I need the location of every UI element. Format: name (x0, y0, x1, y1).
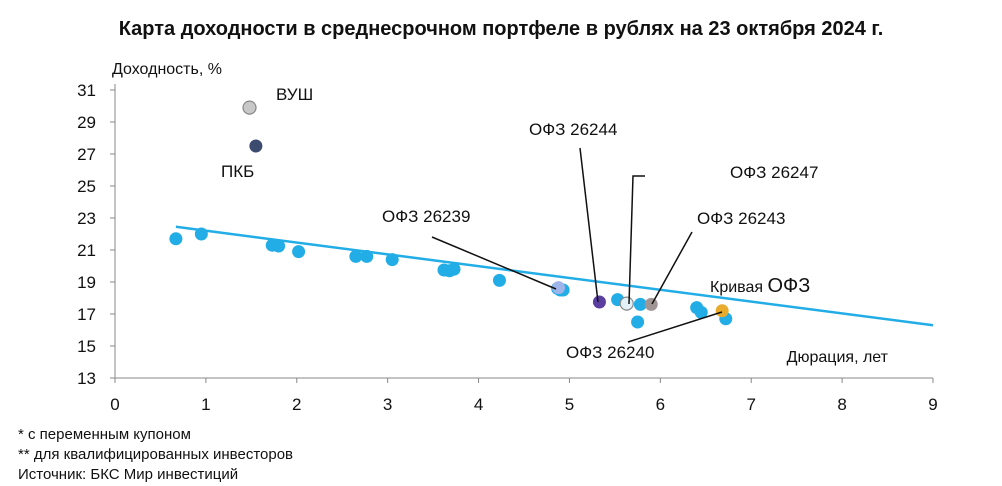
y-tick-label: 13 (77, 369, 96, 388)
ofz-data-point (349, 249, 363, 263)
callout-leader-ofz-26247 (628, 175, 645, 305)
chart-title: Карта доходности в среднесрочном портфел… (118, 18, 884, 40)
ofz-data-point (447, 262, 461, 276)
callout-label-ofz-26247: ОФЗ 26247 (730, 163, 818, 182)
ofz-data-point (631, 315, 645, 329)
y-tick-label: 23 (77, 209, 96, 228)
x-tick-label: 1 (201, 395, 210, 414)
y-tick-label: 31 (77, 81, 96, 100)
y-tick-label: 19 (77, 273, 96, 292)
callout-label-ofz-26244: ОФЗ 26244 (529, 120, 617, 139)
highlight-point-ofz-26243 (644, 297, 658, 311)
highlight-point-ofz-26239 (552, 281, 566, 295)
callout-leader-ofz-26244 (579, 147, 599, 303)
y-tick-label: 29 (77, 113, 96, 132)
callout-label-pkb: ПКБ (221, 162, 254, 181)
callout-leader-ofz-26239 (431, 236, 557, 290)
y-tick-label: 15 (77, 337, 96, 356)
footnote-source: Источник: БКС Мир инвестиций (18, 466, 239, 483)
y-tick-label: 17 (77, 305, 96, 324)
ofz-yield-curve (175, 225, 934, 327)
ofz-data-point (194, 227, 208, 241)
x-tick-label: 5 (565, 395, 574, 414)
y-tick-label: 27 (77, 145, 96, 164)
ofz-data-point (694, 305, 708, 319)
ofz-data-point (169, 232, 183, 246)
x-tick-label: 0 (110, 395, 119, 414)
curve-label: Кривая ОФЗ (710, 275, 810, 297)
y-tick-label: 21 (77, 241, 96, 260)
highlight-point-ofz-26240 (715, 304, 729, 318)
ofz-data-point (272, 239, 286, 253)
y-axis-label: Доходность, % (112, 61, 222, 78)
callout-label-ofz-26239: ОФЗ 26239 (382, 207, 470, 226)
y-tick-label: 25 (77, 177, 96, 196)
ofz-data-point (633, 297, 647, 311)
ofz-data-point (492, 273, 506, 287)
footnote-variable-coupon: * с переменным купоном (18, 426, 191, 443)
ofz-curve-layer: Кривая ОФЗ (175, 225, 934, 327)
x-tick-label: 8 (837, 395, 846, 414)
highlight-point-pkb (249, 139, 263, 153)
callout-label-ofz-26243: ОФЗ 26243 (697, 209, 785, 228)
highlight-point-ofz-26247 (619, 296, 634, 311)
callout-label-vush: ВУШ (276, 85, 313, 104)
x-tick-label: 9 (928, 395, 937, 414)
highlight-point-vush (242, 100, 257, 115)
ofz-data-point (292, 245, 306, 259)
highlight-point-ofz-26244 (592, 295, 606, 309)
x-tick-label: 7 (746, 395, 755, 414)
x-axis-label: Дюрация, лет (787, 349, 889, 366)
x-tick-label: 3 (383, 395, 392, 414)
callout-label-ofz-26240: ОФЗ 26240 (566, 343, 654, 362)
callouts-layer: ВУШ ПКБ ОФЗ 26239 ОФЗ 26244 ОФЗ 26247 ОФЗ 262… (221, 85, 818, 362)
ofz-data-point (360, 249, 374, 263)
data-points-layer (169, 100, 733, 329)
x-tick-label: 4 (474, 395, 483, 414)
callout-leader-ofz-26240 (627, 311, 723, 343)
callout-leader-ofz-26243 (651, 231, 693, 305)
x-tick-label: 2 (292, 395, 301, 414)
ofz-data-point (385, 253, 399, 267)
footnote-qualified-investors: ** для квалифицированных инвесторов (18, 446, 294, 463)
x-tick-label: 6 (656, 395, 665, 414)
